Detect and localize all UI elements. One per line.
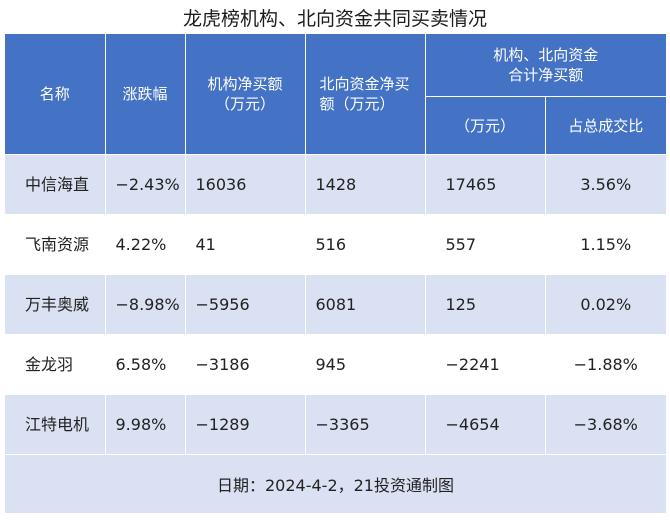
cell-share: 1.15% (545, 214, 667, 275)
cell-name: 江特电机 (5, 394, 106, 455)
cell-inst: 16036 (185, 154, 306, 215)
cell-share: 3.56% (545, 154, 667, 215)
table-row: 江特电机 9.98% −1289 −3365 −4654 −3.68% (5, 394, 667, 455)
table-row: 万丰奥威 −8.98% −5956 6081 125 0.02% (5, 274, 667, 335)
cell-north: 1428 (305, 154, 426, 215)
cell-north: 6081 (305, 274, 426, 335)
cell-change: 9.98% (105, 394, 186, 455)
header-inst-net-buy-label: 机构净买额 （万元） (207, 75, 283, 113)
header-row: 名称 涨跌幅 机构净买额 （万元） 北向资金净买 额（万元） 机构、北向资金 合… (5, 34, 667, 155)
table-row: 飞南资源 4.22% 41 516 557 1.15% (5, 214, 667, 275)
cell-name: 飞南资源 (5, 214, 106, 275)
header-combined-share: 占总成交比 (545, 96, 667, 155)
header-combined-amount: （万元） (425, 96, 546, 155)
cell-name: 万丰奥威 (5, 274, 106, 335)
cell-change: −2.43% (105, 154, 186, 215)
header-combined-group: 机构、北向资金 合计净买额 (425, 34, 667, 97)
source-note: 日期：2024-4-2，21投资通制图 (5, 454, 667, 513)
table-row: 中信海直 −2.43% 16036 1428 17465 3.56% (5, 154, 667, 215)
footer-row: 日期：2024-4-2，21投资通制图 (5, 454, 667, 513)
header-north-net-buy: 北向资金净买 额（万元） (305, 34, 426, 155)
cell-name: 中信海直 (5, 154, 106, 215)
cell-total: 125 (425, 274, 546, 335)
cell-inst: −3186 (185, 334, 306, 395)
header-north-net-buy-label: 北向资金净买 额（万元） (319, 75, 410, 113)
cell-share: −3.68% (545, 394, 667, 455)
cell-total: −2241 (425, 334, 546, 395)
cell-inst: −5956 (185, 274, 306, 335)
table-row: 金龙羽 6.58% −3186 945 −2241 −1.88% (5, 334, 667, 395)
cell-inst: −1289 (185, 394, 306, 455)
cell-share: −1.88% (545, 334, 667, 395)
cell-total: −4654 (425, 394, 546, 455)
cell-change: 4.22% (105, 214, 186, 275)
header-change: 涨跌幅 (105, 34, 186, 155)
cell-north: 516 (305, 214, 426, 275)
cell-share: 0.02% (545, 274, 667, 335)
page-title: 龙虎榜机构、北向资金共同买卖情况 (182, 8, 487, 30)
data-table: 名称 涨跌幅 机构净买额 （万元） 北向资金净买 额（万元） 机构、北向资金 合… (5, 34, 667, 513)
cell-name: 金龙羽 (5, 334, 106, 395)
cell-north: 945 (305, 334, 426, 395)
header-inst-net-buy: 机构净买额 （万元） (185, 34, 306, 155)
header-name: 名称 (5, 34, 106, 155)
cell-change: 6.58% (105, 334, 186, 395)
header-combined-group-label: 机构、北向资金 合计净买额 (493, 46, 599, 84)
cell-inst: 41 (185, 214, 306, 275)
cell-total: 17465 (425, 154, 546, 215)
cell-north: −3365 (305, 394, 426, 455)
header-subrow: （万元） 占总成交比 (5, 96, 667, 155)
cell-change: −8.98% (105, 274, 186, 335)
cell-total: 557 (425, 214, 546, 275)
